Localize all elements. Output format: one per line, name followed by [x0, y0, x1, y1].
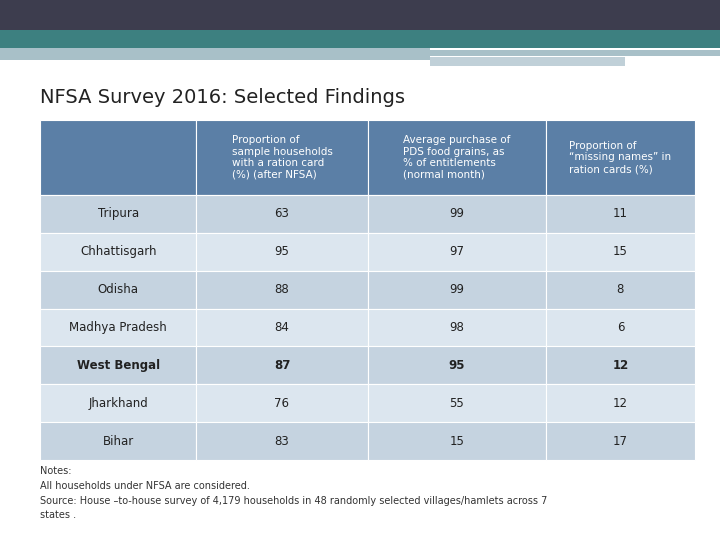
Text: 15: 15 — [613, 245, 628, 258]
Text: Average purchase of
PDS food grains, as
% of entitlements
(normal month): Average purchase of PDS food grains, as … — [403, 135, 510, 180]
Text: Tripura: Tripura — [98, 207, 139, 220]
Bar — [546, 271, 695, 308]
Bar — [367, 384, 546, 422]
Bar — [40, 384, 197, 422]
Text: Notes:
All households under NFSA are considered.
Source: House –to-house survey : Notes: All households under NFSA are con… — [40, 466, 547, 521]
Bar — [40, 120, 197, 195]
Bar — [546, 233, 695, 271]
Bar — [197, 233, 367, 271]
Bar — [40, 195, 197, 233]
Bar — [546, 195, 695, 233]
Bar — [367, 120, 546, 195]
Bar — [430, 57, 625, 66]
Bar — [197, 422, 367, 460]
Text: Jharkhand: Jharkhand — [89, 397, 148, 410]
Bar — [367, 233, 546, 271]
Text: Odisha: Odisha — [98, 283, 139, 296]
Bar — [40, 347, 197, 384]
Bar — [197, 195, 367, 233]
Bar — [367, 271, 546, 308]
Text: 55: 55 — [449, 397, 464, 410]
Text: 76: 76 — [274, 397, 289, 410]
Text: 17: 17 — [613, 435, 628, 448]
Bar — [546, 308, 695, 347]
Text: 95: 95 — [274, 245, 289, 258]
Text: 99: 99 — [449, 207, 464, 220]
Text: 83: 83 — [274, 435, 289, 448]
Text: 87: 87 — [274, 359, 290, 372]
Bar — [0, 0, 720, 30]
Text: Bihar: Bihar — [103, 435, 134, 448]
Text: Madhya Pradesh: Madhya Pradesh — [69, 321, 167, 334]
Text: 6: 6 — [616, 321, 624, 334]
Bar — [40, 233, 197, 271]
Bar — [430, 48, 720, 56]
Bar — [367, 308, 546, 347]
Text: 99: 99 — [449, 283, 464, 296]
Bar — [40, 308, 197, 347]
Text: 12: 12 — [613, 397, 628, 410]
Text: 12: 12 — [612, 359, 629, 372]
Text: 63: 63 — [274, 207, 289, 220]
Text: 97: 97 — [449, 245, 464, 258]
Bar — [40, 422, 197, 460]
Bar — [367, 195, 546, 233]
Text: 98: 98 — [449, 321, 464, 334]
Bar — [197, 120, 367, 195]
Bar — [546, 347, 695, 384]
Text: 8: 8 — [617, 283, 624, 296]
Bar — [197, 271, 367, 308]
Bar — [546, 120, 695, 195]
Text: 15: 15 — [449, 435, 464, 448]
Bar — [197, 384, 367, 422]
Bar — [367, 422, 546, 460]
Bar — [430, 48, 720, 50]
Text: 95: 95 — [449, 359, 465, 372]
Text: Proportion of
sample households
with a ration card
(%) (after NFSA): Proportion of sample households with a r… — [232, 135, 333, 180]
Bar — [0, 48, 430, 60]
Bar — [546, 384, 695, 422]
Text: 11: 11 — [613, 207, 628, 220]
Text: 84: 84 — [274, 321, 289, 334]
Bar — [197, 347, 367, 384]
Text: NFSA Survey 2016: Selected Findings: NFSA Survey 2016: Selected Findings — [40, 88, 405, 107]
Text: West Bengal: West Bengal — [76, 359, 160, 372]
Bar — [546, 422, 695, 460]
Text: 88: 88 — [274, 283, 289, 296]
Bar — [0, 30, 720, 48]
Bar — [40, 271, 197, 308]
Bar — [367, 347, 546, 384]
Bar — [197, 308, 367, 347]
Text: Proportion of
“missing names” in
ration cards (%): Proportion of “missing names” in ration … — [570, 141, 672, 174]
Text: Chhattisgarh: Chhattisgarh — [80, 245, 156, 258]
